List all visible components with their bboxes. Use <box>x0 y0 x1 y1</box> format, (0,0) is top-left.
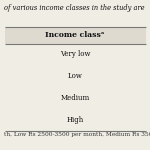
Text: Very low: Very low <box>60 50 90 58</box>
Text: th, Low Rs 2500-3500 per month, Medium Rs 350: th, Low Rs 2500-3500 per month, Medium R… <box>4 132 150 137</box>
Bar <box>4 27 146 44</box>
Text: Income classᵃ: Income classᵃ <box>45 31 105 39</box>
Text: of various income classes in the study are: of various income classes in the study a… <box>4 4 145 12</box>
Text: Medium: Medium <box>60 94 90 102</box>
Text: High: High <box>66 116 84 124</box>
Text: Low: Low <box>68 72 82 80</box>
